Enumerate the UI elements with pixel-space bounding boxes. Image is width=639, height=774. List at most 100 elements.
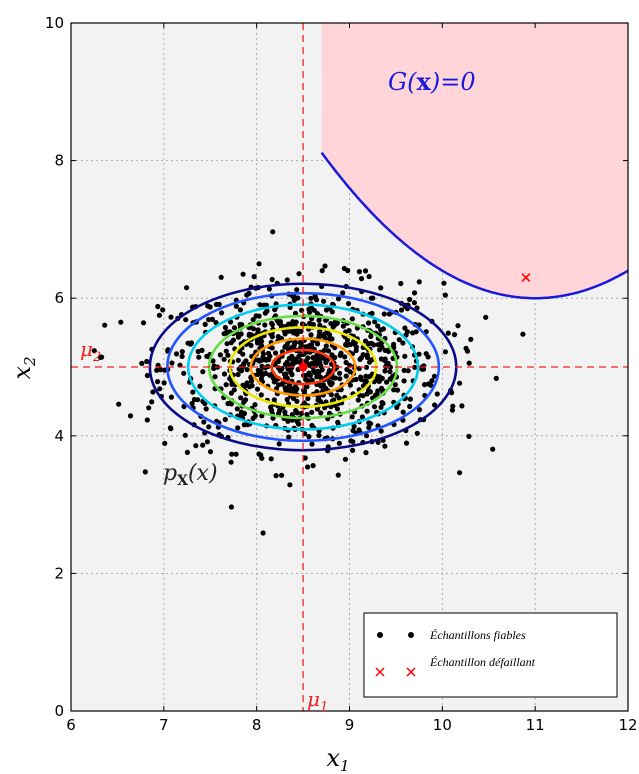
sample-point	[236, 366, 242, 372]
y-tick-label: 8	[54, 152, 64, 170]
sample-point	[225, 352, 231, 358]
sample-point	[441, 280, 447, 286]
sample-point	[292, 356, 298, 362]
sample-point	[407, 396, 413, 402]
y-tick-label: 10	[45, 14, 64, 32]
sample-point	[364, 352, 370, 358]
sample-point	[314, 352, 320, 358]
sample-point	[228, 401, 234, 407]
sample-point	[144, 358, 150, 365]
sample-point	[228, 319, 234, 325]
sample-point	[290, 361, 296, 368]
sample-point	[184, 449, 190, 455]
sample-point	[353, 347, 359, 354]
sample-point	[306, 434, 312, 440]
sample-point	[213, 301, 219, 307]
sample-point	[314, 341, 321, 347]
sample-point	[294, 287, 300, 293]
sample-point	[350, 439, 356, 445]
sample-point	[204, 439, 210, 445]
sample-point	[241, 410, 248, 417]
sample-point	[207, 304, 213, 310]
sample-point	[316, 332, 322, 339]
sample-point	[284, 396, 290, 403]
sample-point	[230, 337, 236, 343]
sample-point	[355, 397, 361, 403]
sample-point	[168, 394, 174, 400]
sample-point	[206, 317, 212, 323]
sample-point	[398, 307, 405, 313]
sample-point	[240, 382, 246, 388]
sample-point	[289, 353, 295, 359]
sample-point	[411, 290, 418, 296]
sample-point	[241, 422, 247, 428]
sample-point	[146, 405, 152, 411]
sample-point	[155, 379, 161, 385]
sample-point	[307, 342, 313, 348]
sample-point	[334, 392, 340, 398]
sample-point	[382, 357, 388, 364]
sample-point	[244, 292, 250, 298]
sample-point	[286, 328, 292, 334]
sample-point	[412, 364, 418, 370]
sample-point	[207, 449, 214, 455]
sample-point	[292, 310, 299, 316]
sample-point	[332, 375, 338, 381]
sample-point	[372, 319, 378, 325]
sample-point	[201, 419, 207, 425]
sample-point	[233, 303, 239, 309]
sample-point	[337, 370, 343, 376]
sample-point	[520, 331, 526, 337]
sample-point	[310, 355, 316, 361]
sample-point	[285, 418, 291, 424]
x-tick-label: 7	[159, 716, 169, 734]
sample-point	[340, 323, 346, 329]
sample-point	[308, 295, 314, 301]
sample-point	[314, 311, 320, 317]
sample-point	[336, 440, 342, 446]
sample-point	[402, 353, 408, 359]
sample-point	[371, 342, 377, 348]
sample-point	[238, 395, 244, 401]
sample-point	[200, 442, 206, 448]
x-tick-label: 12	[618, 716, 637, 734]
sample-point	[139, 360, 145, 366]
sample-point	[258, 392, 264, 398]
sample-point	[273, 350, 279, 356]
sample-point	[224, 341, 230, 347]
sample-point	[450, 403, 456, 409]
sample-point	[228, 459, 234, 465]
sample-point	[391, 387, 397, 393]
sample-point	[223, 348, 229, 354]
sample-point	[338, 350, 344, 356]
sample-point	[237, 321, 243, 328]
sample-point	[382, 368, 388, 374]
sample-point	[455, 323, 461, 329]
sample-point	[263, 357, 269, 363]
sample-point	[229, 451, 235, 457]
sample-point	[345, 267, 351, 274]
sample-point	[368, 333, 374, 339]
sample-point	[218, 274, 224, 280]
sample-point	[402, 325, 408, 331]
sample-point	[248, 342, 254, 348]
sample-point	[313, 361, 319, 368]
sample-point	[286, 383, 292, 389]
sample-point	[266, 286, 272, 292]
sample-point	[243, 358, 249, 364]
sample-point	[212, 374, 218, 380]
sample-point	[262, 310, 268, 316]
sample-point	[221, 371, 228, 377]
sample-point	[270, 229, 276, 235]
sample-point	[375, 323, 381, 329]
sample-point	[265, 350, 272, 356]
sample-point	[140, 320, 147, 326]
mu2-label: μ2	[80, 337, 101, 365]
sample-point	[396, 337, 402, 343]
sample-point	[416, 279, 422, 285]
sample-point	[335, 296, 342, 302]
sample-point	[342, 456, 348, 462]
sample-point	[379, 400, 385, 406]
sample-point	[483, 314, 489, 320]
sample-point	[298, 328, 304, 334]
